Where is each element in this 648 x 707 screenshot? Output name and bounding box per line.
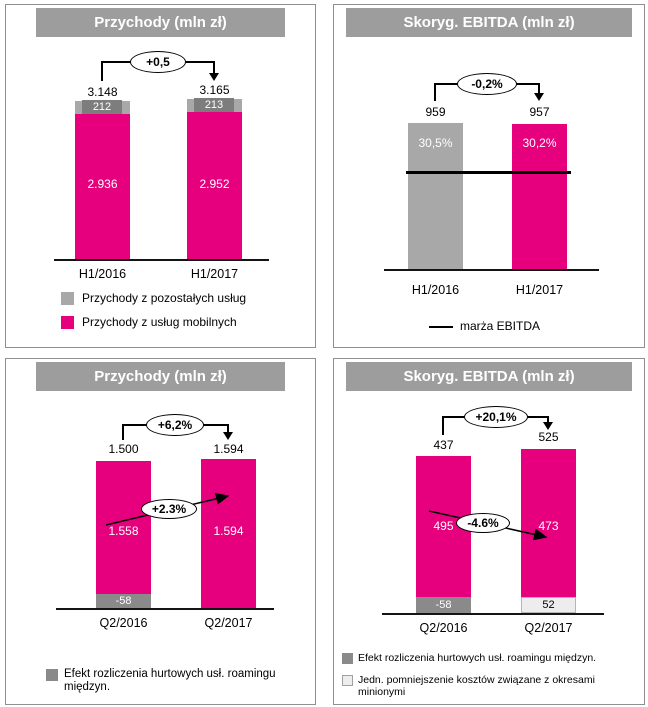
arrow-down-icon [209,73,219,81]
bar-ebitda-2017 [512,124,567,269]
x-axis [384,269,599,271]
panel-ebitda-h1: Skoryg. EBITDA (mln zł) -0,2% 959 30,5% … [333,4,645,348]
panel-title: Skoryg. EBITDA (mln zł) [346,362,632,391]
panel-ebitda-q2: Skoryg. EBITDA (mln zł) +20,1% 437 495 -… [333,358,645,705]
arrow-down-icon [223,432,233,440]
segment-value-label: 1.594 [213,524,244,538]
bar-segment-mobile [201,459,256,608]
panel-title: Skoryg. EBITDA (mln zł) [346,8,632,37]
bar-total-label: 1.594 [213,442,244,456]
segment-value-label: 1.558 [108,524,139,538]
bracket-line [227,424,229,432]
bar-total-label: 3.165 [199,83,230,97]
category-label: H1/2016 [78,267,127,281]
bar-segment-one-off: 52 [521,597,576,613]
x-axis [56,608,274,610]
bar-segment-roaming: -58 [416,597,471,613]
legend-line-swatch [429,326,453,328]
legend-label: Przychody z pozostałych usług [82,291,247,305]
delta-badge: +20,1% [464,406,528,428]
legend-label: Efekt rozliczenia hurtowych usł. roaming… [358,652,597,664]
segment-value-label: 2.952 [199,177,230,191]
bar-segment-mobile [96,461,151,594]
bar-segment-roaming: -58 [96,594,151,608]
legend-label: marża EBITDA [460,319,541,333]
bar-segment-mobile [75,114,130,259]
bar-ebitda-2016 [408,123,463,269]
bar-value-label: 959 [425,105,446,119]
bar-total-label: 437 [433,438,454,452]
arrow-down-icon [534,93,544,101]
legend-label: Efekt rozliczenia hurtowych usł. roaming… [64,668,276,693]
delta-badge: -0,2% [457,73,517,95]
category-label: Q2/2016 [99,616,148,630]
bar-segment-mobile [187,112,242,259]
legend-swatch-roaming [342,653,353,664]
legend-swatch-mobile [61,316,74,329]
panel-revenue-q2: Przychody (mln zł) +6,2% 1.500 1.558 -58… [5,358,316,705]
category-label: Q2/2017 [204,616,253,630]
bar-total-label: 3.148 [87,85,118,99]
bar-total-label: 525 [538,430,559,444]
segment-value-label: 473 [538,519,559,533]
bracket-line [122,424,124,440]
panel-title: Przychody (mln zł) [36,362,285,391]
panel-title: Przychody (mln zł) [36,8,285,37]
legend-swatch-one-off [342,675,353,686]
delta-badge: +2.3% [141,499,197,519]
delta-badge: -4.6% [456,513,510,533]
segment-value-chip: 212 [82,100,122,114]
legend-swatch-other [61,292,74,305]
legend-label: Jedn. pomniejszenie kosztów związane z o… [358,674,595,698]
x-axis [382,613,604,615]
legend-swatch-roaming [46,669,58,681]
segment-value-chip: 213 [194,98,234,112]
arrow-down-icon [543,422,553,430]
bracket-line [101,61,103,81]
category-label: Q2/2016 [419,621,468,635]
bracket-line [538,83,540,93]
segment-value-label: 2.936 [87,177,118,191]
bracket-line [434,83,436,101]
bracket-line [213,61,215,73]
category-label: H1/2016 [411,283,460,297]
category-label: H1/2017 [515,283,564,297]
bracket-line [547,416,549,424]
ebitda-margin-line [406,171,571,174]
category-label: Q2/2017 [524,621,573,635]
legend-label: Przychody z usług mobilnych [82,315,237,329]
bracket-line [442,416,444,435]
margin-label: 30,5% [418,136,453,150]
margin-label: 30,2% [522,136,557,150]
bar-value-label: 957 [529,105,550,119]
x-axis [54,259,269,261]
category-label: H1/2017 [190,267,239,281]
panel-revenue-h1: Przychody (mln zł) +0,5 3.148 212 2.936 … [5,4,316,348]
bar-total-label: 1.500 [108,442,139,456]
delta-badge: +6,2% [146,414,204,436]
delta-badge: +0,5 [130,51,186,73]
